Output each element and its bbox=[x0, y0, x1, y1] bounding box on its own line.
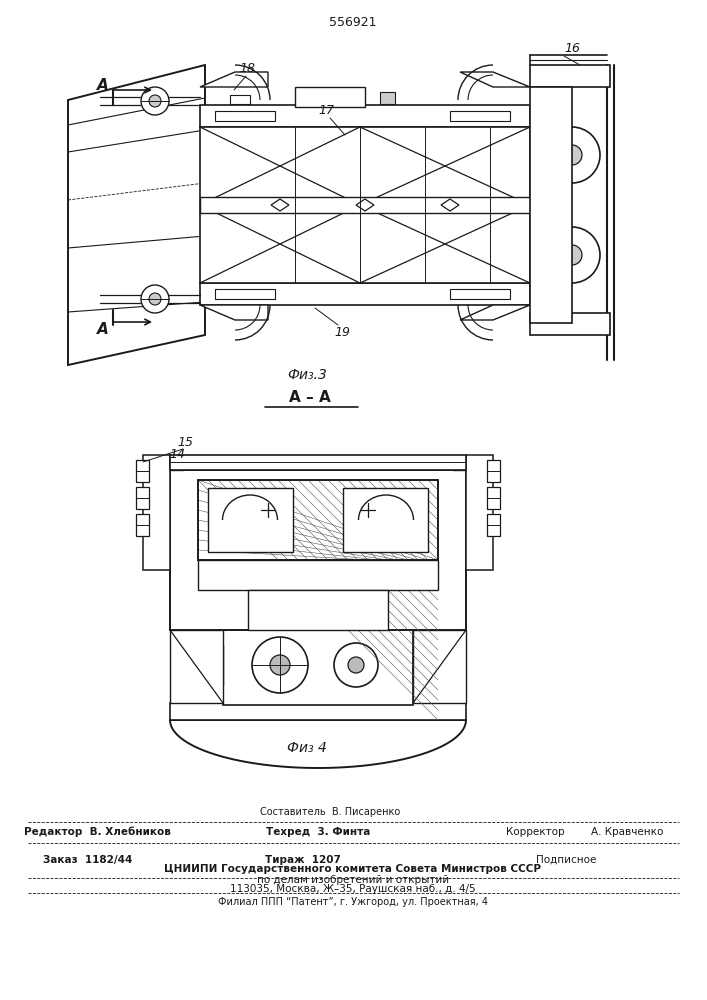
Text: Подписное: Подписное bbox=[536, 855, 596, 865]
Bar bbox=[380, 92, 395, 104]
Bar bbox=[190, 650, 200, 662]
Text: 16: 16 bbox=[564, 41, 580, 54]
Bar bbox=[136, 460, 149, 482]
Polygon shape bbox=[200, 305, 268, 320]
Bar bbox=[208, 488, 293, 552]
Bar bbox=[413, 645, 438, 685]
Bar bbox=[453, 458, 473, 470]
Bar bbox=[170, 455, 466, 470]
Text: по делам изобретений и открытий: по делам изобретений и открытий bbox=[257, 875, 449, 885]
Text: А. Кравченко: А. Кравченко bbox=[591, 827, 663, 837]
Bar bbox=[170, 470, 466, 630]
Bar bbox=[487, 514, 500, 536]
Text: Редактор  В. Хлебников: Редактор В. Хлебников bbox=[23, 827, 170, 837]
Text: A: A bbox=[97, 322, 109, 338]
Bar bbox=[530, 87, 572, 323]
Polygon shape bbox=[413, 630, 466, 703]
Polygon shape bbox=[200, 72, 268, 87]
Text: Корректор: Корректор bbox=[506, 827, 564, 837]
Bar bbox=[200, 283, 530, 305]
Text: 14: 14 bbox=[169, 448, 185, 462]
Bar bbox=[487, 460, 500, 482]
Bar bbox=[198, 560, 438, 590]
Bar bbox=[163, 458, 183, 470]
Text: Техред  3. Финта: Техред 3. Финта bbox=[266, 827, 370, 837]
Bar bbox=[223, 630, 413, 705]
Text: Филиал ППП “Патент”, г. Ужгород, ул. Проектная, 4: Филиал ППП “Патент”, г. Ужгород, ул. Про… bbox=[218, 897, 488, 907]
Bar bbox=[343, 488, 428, 552]
Circle shape bbox=[348, 657, 364, 673]
Text: ЦНИИПИ Государственного комитета Совета Министров СССР: ЦНИИПИ Государственного комитета Совета … bbox=[165, 864, 542, 874]
Text: Заказ  1182/44: Заказ 1182/44 bbox=[43, 855, 133, 865]
Polygon shape bbox=[460, 305, 530, 320]
Bar bbox=[198, 645, 223, 685]
Polygon shape bbox=[460, 72, 530, 87]
Bar bbox=[487, 487, 500, 509]
Polygon shape bbox=[170, 630, 223, 703]
Bar bbox=[450, 289, 510, 299]
Circle shape bbox=[334, 643, 378, 687]
Circle shape bbox=[270, 655, 290, 675]
Circle shape bbox=[252, 637, 308, 693]
Circle shape bbox=[544, 227, 600, 283]
Text: Фи₃ 4: Фи₃ 4 bbox=[287, 741, 327, 755]
Bar bbox=[143, 455, 170, 570]
Text: Составитель  В. Писаренко: Составитель В. Писаренко bbox=[260, 807, 400, 817]
Bar bbox=[215, 289, 275, 299]
Text: 556921: 556921 bbox=[329, 15, 377, 28]
Bar bbox=[170, 703, 466, 720]
Bar bbox=[200, 105, 530, 127]
Bar bbox=[530, 65, 610, 87]
Circle shape bbox=[141, 87, 169, 115]
Bar bbox=[436, 650, 446, 662]
Text: Тираж  1207: Тираж 1207 bbox=[265, 855, 341, 865]
Text: 19: 19 bbox=[334, 326, 350, 338]
Text: 17: 17 bbox=[318, 104, 334, 116]
Bar bbox=[136, 514, 149, 536]
Bar bbox=[198, 480, 438, 560]
Bar bbox=[295, 87, 365, 107]
Circle shape bbox=[544, 127, 600, 183]
Circle shape bbox=[141, 285, 169, 313]
Bar bbox=[248, 590, 388, 630]
Circle shape bbox=[149, 95, 161, 107]
Text: A: A bbox=[97, 78, 109, 93]
Bar bbox=[200, 197, 530, 213]
Circle shape bbox=[562, 245, 582, 265]
Bar bbox=[436, 668, 446, 680]
Bar bbox=[230, 95, 250, 104]
Bar bbox=[136, 487, 149, 509]
Bar bbox=[198, 480, 438, 560]
Bar bbox=[190, 668, 200, 680]
Circle shape bbox=[149, 293, 161, 305]
Bar bbox=[530, 313, 610, 335]
Text: Фи₃.3: Фи₃.3 bbox=[287, 368, 327, 382]
Text: А – А: А – А bbox=[289, 390, 331, 406]
Text: 113035, Москва, Ж–35, Раушская наб., д. 4/5: 113035, Москва, Ж–35, Раушская наб., д. … bbox=[230, 884, 476, 894]
Text: 18: 18 bbox=[239, 62, 255, 75]
Bar bbox=[450, 111, 510, 121]
Bar bbox=[200, 127, 530, 283]
Bar bbox=[215, 111, 275, 121]
Circle shape bbox=[562, 145, 582, 165]
Bar bbox=[466, 455, 493, 570]
Text: 15: 15 bbox=[177, 436, 193, 448]
